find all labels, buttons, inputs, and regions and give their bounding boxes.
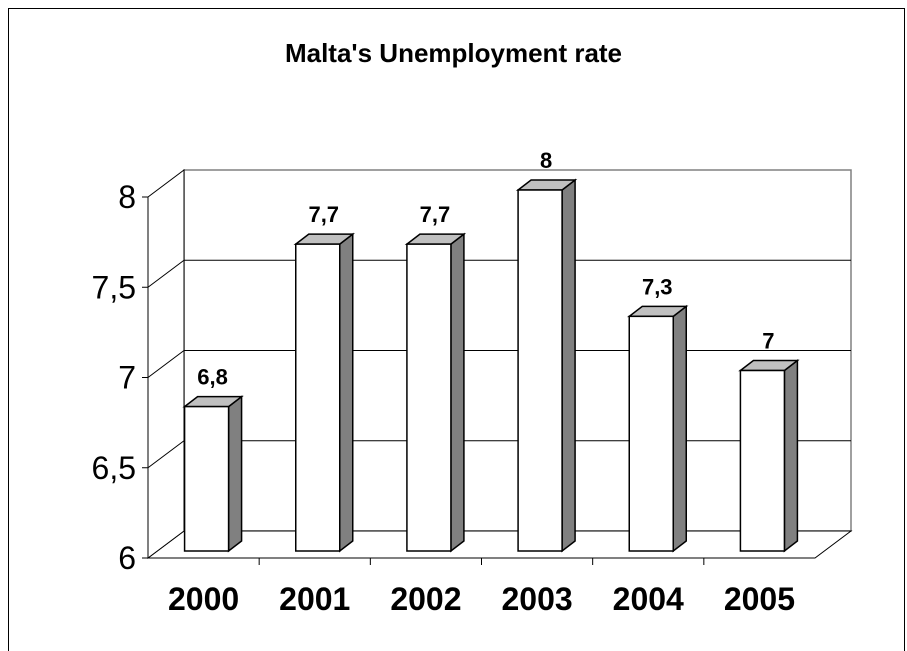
x-tick-label: 2000 <box>168 581 239 617</box>
bar <box>295 243 341 552</box>
x-tick-label: 2001 <box>279 581 350 617</box>
bar <box>406 243 452 552</box>
bar <box>517 189 563 552</box>
bars <box>182 178 800 553</box>
y-tick-label: 7,5 <box>92 269 136 305</box>
x-tick-label: 2004 <box>613 581 684 617</box>
bar-side <box>227 395 243 553</box>
gridline-diagonal <box>147 440 185 469</box>
bar <box>628 315 674 552</box>
data-label: 7,3 <box>642 274 673 299</box>
gridline-diagonal <box>147 350 185 378</box>
y-tick-label: 6,5 <box>92 450 136 486</box>
chart-title: Malta's Unemployment rate <box>284 38 623 68</box>
y-tick-label: 6 <box>118 540 136 576</box>
x-tick-label: 2003 <box>501 581 572 617</box>
bar-side <box>561 178 576 553</box>
bar <box>183 405 230 552</box>
data-label: 7,7 <box>420 202 451 227</box>
x-tick-label: 2005 <box>724 581 795 617</box>
bar-side <box>672 304 687 553</box>
gridline-diagonal <box>147 259 185 288</box>
x-tick-label: 2002 <box>390 581 461 617</box>
data-label: 7,7 <box>308 202 339 227</box>
y-axis-tick-labels: 6 6,5 7 7,5 8 <box>92 179 136 576</box>
data-labels: 6,8 7,7 7,7 8 7,3 7 <box>197 148 774 390</box>
bar-side <box>339 232 354 553</box>
data-label: 6,8 <box>197 365 228 390</box>
bar-side <box>450 232 465 553</box>
y-tick-label: 7 <box>118 360 136 396</box>
x-axis-tick-labels: 2000 2001 2002 2003 2004 2005 <box>168 581 795 617</box>
bar-side <box>783 358 799 553</box>
bar <box>739 369 786 552</box>
data-label: 7 <box>762 329 774 354</box>
y-tick-label: 8 <box>118 179 136 215</box>
data-label: 8 <box>540 148 552 173</box>
